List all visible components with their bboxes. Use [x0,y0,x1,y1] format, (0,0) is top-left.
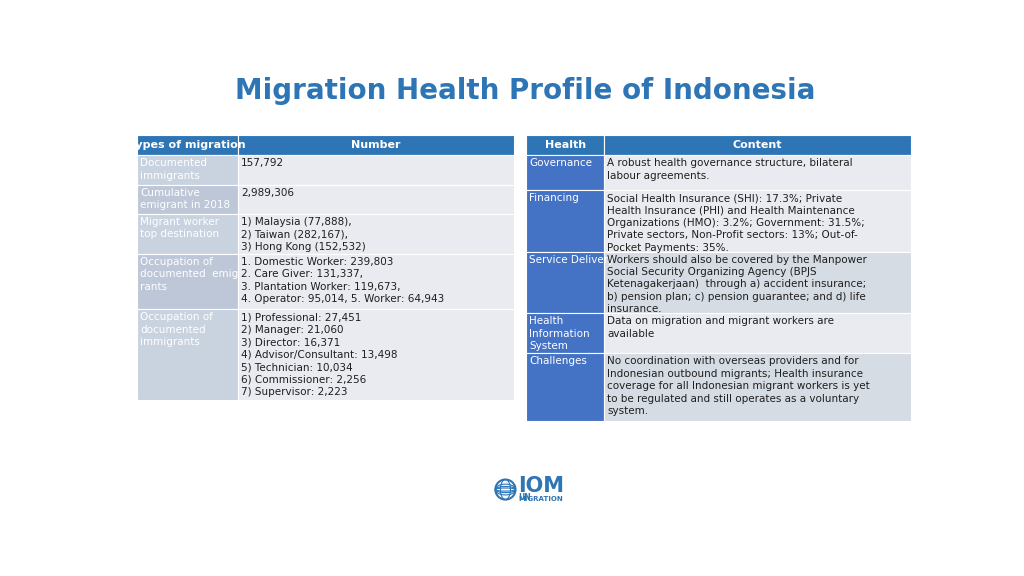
FancyBboxPatch shape [526,252,604,313]
Text: UN: UN [518,492,531,502]
FancyBboxPatch shape [526,156,604,190]
Text: Types of migration: Types of migration [129,141,246,150]
Text: IOM: IOM [518,476,564,496]
Text: A robust health governance structure, bilateral
labour agreements.: A robust health governance structure, bi… [607,158,853,181]
Text: Challenges: Challenges [529,357,588,366]
Text: Number: Number [351,141,400,150]
Text: Financing: Financing [529,193,580,203]
FancyBboxPatch shape [238,156,514,185]
Text: 1) Professional: 27,451
2) Manager: 21,060
3) Director: 16,371
4) Advisor/Consul: 1) Professional: 27,451 2) Manager: 21,0… [241,312,397,397]
Text: Occupation of
documented
immigrants: Occupation of documented immigrants [140,312,213,347]
Text: Governance: Governance [529,158,593,168]
Text: 157,792: 157,792 [241,158,285,168]
Text: Health
Information
System: Health Information System [529,316,590,351]
Text: 1) Malaysia (77,888),
2) Taiwan (282,167),
3) Hong Kong (152,532): 1) Malaysia (77,888), 2) Taiwan (282,167… [241,217,366,252]
FancyBboxPatch shape [604,353,910,421]
FancyBboxPatch shape [137,135,238,156]
Text: Data on migration and migrant workers are
available: Data on migration and migrant workers ar… [607,316,834,339]
FancyBboxPatch shape [137,254,238,309]
FancyBboxPatch shape [604,190,910,252]
FancyBboxPatch shape [526,190,604,252]
FancyBboxPatch shape [604,252,910,313]
Text: Content: Content [732,141,782,150]
FancyBboxPatch shape [137,156,238,185]
FancyBboxPatch shape [604,313,910,353]
FancyBboxPatch shape [238,309,514,400]
Text: Health: Health [545,141,586,150]
FancyBboxPatch shape [526,353,604,421]
FancyBboxPatch shape [526,135,604,156]
Text: Social Health Insurance (SHI): 17.3%; Private
Health Insurance (PHI) and Health : Social Health Insurance (SHI): 17.3%; Pr… [607,193,864,253]
Text: No coordination with overseas providers and for
Indonesian outbound migrants; He: No coordination with overseas providers … [607,357,869,416]
FancyBboxPatch shape [238,214,514,254]
FancyBboxPatch shape [604,156,910,190]
Text: Migration Health Profile of Indonesia: Migration Health Profile of Indonesia [234,77,815,105]
Text: 2,989,306: 2,989,306 [241,188,294,198]
Text: Documented
immigrants: Documented immigrants [140,158,208,181]
FancyBboxPatch shape [137,214,238,254]
FancyBboxPatch shape [238,135,514,156]
Text: Occupation of
documented  emig
rants: Occupation of documented emig rants [140,257,239,292]
FancyBboxPatch shape [526,313,604,353]
FancyBboxPatch shape [137,185,238,214]
FancyBboxPatch shape [137,309,238,400]
Text: Migrant worker
top destination: Migrant worker top destination [140,217,219,240]
FancyBboxPatch shape [238,254,514,309]
Text: Service Delivery: Service Delivery [529,255,614,265]
FancyBboxPatch shape [604,135,910,156]
Text: Cumulative
emigrant in 2018: Cumulative emigrant in 2018 [140,188,230,210]
Text: Workers should also be covered by the Manpower
Social Security Organizing Agency: Workers should also be covered by the Ma… [607,255,867,314]
Text: MIGRATION: MIGRATION [518,496,563,502]
FancyBboxPatch shape [238,185,514,214]
Text: 1. Domestic Worker: 239,803
2. Care Giver: 131,337,
3. Plantation Worker: 119,67: 1. Domestic Worker: 239,803 2. Care Give… [241,257,444,304]
